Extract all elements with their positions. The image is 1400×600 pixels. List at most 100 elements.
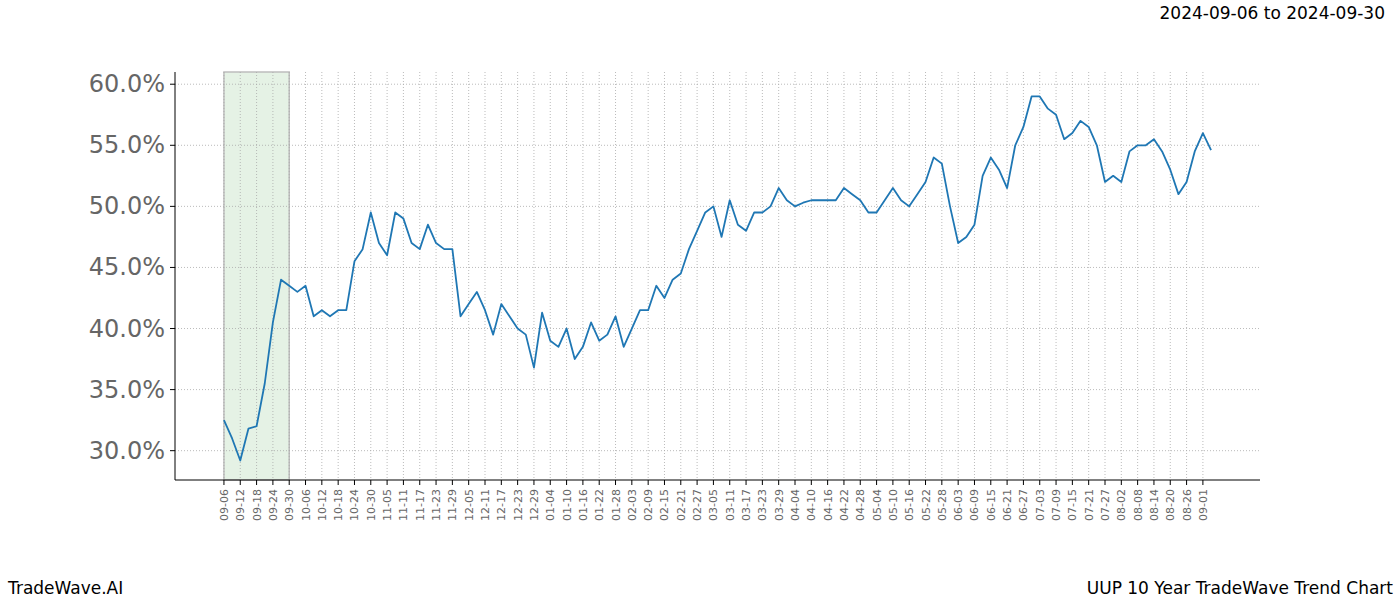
grid-line <box>354 72 355 480</box>
y-tick-label: 55.0% <box>89 131 165 159</box>
tick-mark <box>1056 480 1057 485</box>
x-tick-label: 08-02 <box>1115 489 1128 521</box>
x-tick-label: 04-04 <box>789 489 802 521</box>
x-tick-label: 09-30 <box>283 489 296 521</box>
tick-mark <box>778 480 779 485</box>
grid-line <box>746 72 747 480</box>
tick-mark <box>223 480 224 485</box>
tick-mark <box>485 480 486 485</box>
tick-mark <box>170 145 175 146</box>
grid-line <box>599 72 600 480</box>
tick-mark <box>1137 480 1138 485</box>
grid-line <box>582 72 583 480</box>
x-tick-label: 07-15 <box>1066 489 1079 521</box>
x-tick-label: 10-12 <box>316 489 329 521</box>
tick-mark <box>501 480 502 485</box>
grid-line <box>860 72 861 480</box>
tick-mark <box>843 480 844 485</box>
tick-mark <box>1153 480 1154 485</box>
x-tick-label: 04-22 <box>838 489 851 521</box>
tick-mark <box>256 480 257 485</box>
tick-mark <box>533 480 534 485</box>
x-tick-label: 04-28 <box>854 489 867 521</box>
grid-line <box>175 84 1260 85</box>
tick-mark <box>1072 480 1073 485</box>
grid-line <box>615 72 616 480</box>
tick-mark <box>746 480 747 485</box>
x-tick-label: 12-11 <box>479 489 492 521</box>
grid-line <box>713 72 714 480</box>
tick-mark <box>272 480 273 485</box>
tick-mark <box>860 480 861 485</box>
x-tick-label: 09-24 <box>267 489 280 521</box>
subtitle: 2024-09-06 to 2024-09-30 <box>1160 3 1385 23</box>
grid-line <box>729 72 730 480</box>
x-tick-label: 11-29 <box>446 489 459 521</box>
tick-mark <box>170 450 175 451</box>
tick-mark <box>1088 480 1089 485</box>
grid-line <box>778 72 779 480</box>
x-tick-label: 02-27 <box>691 489 704 521</box>
grid-line <box>1137 72 1138 480</box>
grid-line <box>1105 72 1106 480</box>
grid-line <box>240 72 241 480</box>
x-tick-label: 02-15 <box>658 489 671 521</box>
grid-line <box>1039 72 1040 480</box>
grid-line <box>289 72 290 480</box>
x-tick-label: 08-14 <box>1148 489 1161 521</box>
grid-line <box>403 72 404 480</box>
tick-mark <box>697 480 698 485</box>
grid-line <box>1121 72 1122 480</box>
tick-mark <box>615 480 616 485</box>
tick-mark <box>305 480 306 485</box>
tick-mark <box>370 480 371 485</box>
tick-mark <box>827 480 828 485</box>
grid-line <box>631 72 632 480</box>
x-tick-label: 02-21 <box>675 489 688 521</box>
tick-mark <box>170 206 175 207</box>
x-tick-label: 01-10 <box>561 489 574 521</box>
tick-mark <box>170 84 175 85</box>
grid-line <box>321 72 322 480</box>
x-tick-label: 05-10 <box>887 489 900 521</box>
x-tick-label: 10-24 <box>348 489 361 521</box>
x-tick-label: 06-21 <box>1001 489 1014 521</box>
x-tick-label: 09-18 <box>251 489 264 521</box>
grid-line <box>517 72 518 480</box>
x-tick-label: 06-27 <box>1017 489 1030 521</box>
grid-line <box>1056 72 1057 480</box>
grid-line <box>1023 72 1024 480</box>
x-tick-label: 06-09 <box>968 489 981 521</box>
source: TradeWave.AI <box>7 578 123 598</box>
grid-line <box>680 72 681 480</box>
x-tick-label: 07-27 <box>1099 489 1112 521</box>
grid-line <box>175 450 1260 451</box>
x-tick-label: 09-06 <box>218 489 231 521</box>
grid <box>175 72 1260 480</box>
grid-line <box>485 72 486 480</box>
x-tick-label: 01-28 <box>610 489 623 521</box>
tick-mark <box>1202 480 1203 485</box>
x-tick-label: 05-28 <box>936 489 949 521</box>
tick-mark <box>990 480 991 485</box>
tick-mark <box>1105 480 1106 485</box>
tick-mark <box>338 480 339 485</box>
grid-line <box>175 389 1260 390</box>
tick-mark <box>566 480 567 485</box>
tick-mark <box>403 480 404 485</box>
grid-line <box>533 72 534 480</box>
tick-mark <box>1186 480 1187 485</box>
x-tick-label: 10-06 <box>300 489 313 521</box>
tick-mark <box>170 328 175 329</box>
grid-line <box>1088 72 1089 480</box>
x-tick-label: 02-09 <box>642 489 655 521</box>
tick-mark <box>550 480 551 485</box>
grid-line <box>272 72 273 480</box>
x-tick-label: 07-21 <box>1083 489 1096 521</box>
x-tick-label: 10-18 <box>332 489 345 521</box>
grid-line <box>223 72 224 480</box>
x-tick-label: 01-04 <box>544 489 557 521</box>
tick-mark <box>876 480 877 485</box>
tick-mark <box>1023 480 1024 485</box>
x-tick-label: 05-16 <box>903 489 916 521</box>
